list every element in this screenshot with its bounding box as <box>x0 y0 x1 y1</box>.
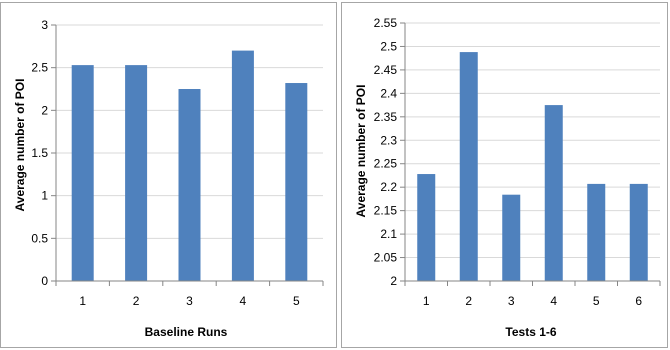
y-tick-label: 0.5 <box>31 231 48 245</box>
y-tick-label: 2.15 <box>374 204 398 218</box>
x-tick-label: 2 <box>133 294 140 308</box>
x-tick-label: 3 <box>508 294 515 308</box>
y-tick-label: 2 <box>41 103 48 117</box>
bar <box>544 105 563 281</box>
axes <box>51 24 324 286</box>
y-tick-label: 2.3 <box>380 133 397 147</box>
x-axis-title: Tests 1-6 <box>505 325 556 339</box>
x-tick-label: 4 <box>550 294 557 308</box>
y-tick-label: 1.5 <box>31 146 48 160</box>
bar <box>417 174 436 281</box>
tick-labels: 2 2.05 2.1 2.15 2.2 2.25 2.3 2.35 2.4 2.45 2.5 2.55… <box>374 16 643 308</box>
bar <box>629 183 648 281</box>
bars <box>417 52 648 282</box>
bar <box>231 50 254 281</box>
bar <box>178 89 201 281</box>
x-tick-label: 3 <box>186 294 193 308</box>
tests-chart: 2 2.05 2.1 2.15 2.2 2.25 2.3 2.35 2.4 2.45 2.5 2.55… <box>354 16 661 339</box>
y-tick-label: 2.4 <box>380 86 397 100</box>
y-tick-label: 2.5 <box>380 39 397 53</box>
axes <box>400 22 661 286</box>
y-tick-label: 2.25 <box>374 157 398 171</box>
bars <box>71 50 308 282</box>
x-tick-label: 1 <box>79 294 86 308</box>
chart-panel-baseline: 0 0.5 1 1.5 2 2.5 3 1 2 3 4 5 Baseline Runs Average… <box>0 2 337 348</box>
x-tick-label: 4 <box>240 294 247 308</box>
y-tick-label: 2.35 <box>374 110 398 124</box>
x-tick-label: 1 <box>423 294 430 308</box>
bar <box>71 65 94 282</box>
x-axis-title: Baseline Runs <box>145 325 228 339</box>
y-tick-label: 2.5 <box>31 61 48 75</box>
bar <box>459 52 478 282</box>
y-tick-label: 2.05 <box>374 251 398 265</box>
bar <box>502 194 521 281</box>
x-tick-label: 5 <box>293 294 300 308</box>
gridlines <box>405 22 660 282</box>
tick-labels: 0 0.5 1 1.5 2 2.5 3 1 2 3 4 5 <box>31 18 300 308</box>
y-tick-label: 2.1 <box>380 227 397 241</box>
y-tick-label: 2 <box>390 274 397 288</box>
x-tick-label: 6 <box>635 294 642 308</box>
y-tick-label: 1 <box>41 189 48 203</box>
x-tick-label: 5 <box>593 294 600 308</box>
baseline-runs-chart: 0 0.5 1 1.5 2 2.5 3 1 2 3 4 5 Baseline Runs Average… <box>13 18 324 339</box>
y-tick-label: 0 <box>41 274 48 288</box>
x-tick-label: 2 <box>465 294 472 308</box>
y-tick-label: 3 <box>41 18 48 32</box>
y-tick-label: 2.2 <box>380 180 397 194</box>
bar <box>125 65 148 282</box>
bar <box>285 83 308 281</box>
chart-panel-tests: 2 2.05 2.1 2.15 2.2 2.25 2.3 2.35 2.4 2.45 2.5 2.55… <box>341 2 668 348</box>
y-tick-label: 2.45 <box>374 63 398 77</box>
y-axis-title: Average number of POI <box>13 79 27 212</box>
y-axis-title: Average number of POI <box>354 85 368 218</box>
bar <box>587 183 606 281</box>
y-tick-label: 2.55 <box>374 16 398 30</box>
